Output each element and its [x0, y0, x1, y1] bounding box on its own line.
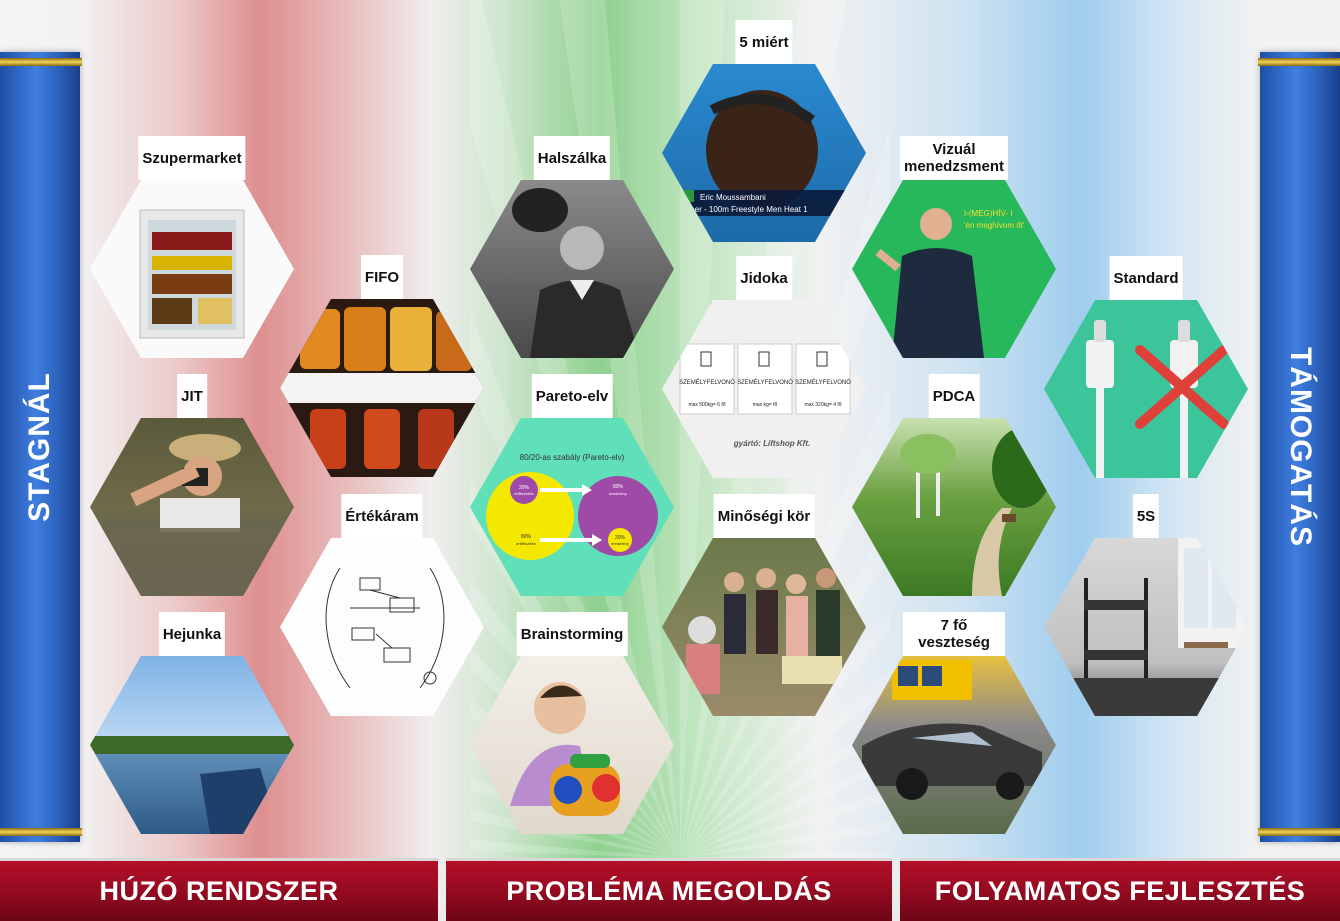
hejunka-image	[90, 656, 294, 834]
tile-5s[interactable]: 5S	[1044, 494, 1248, 724]
swim-name: Eric Moussambani	[700, 193, 766, 202]
tile-jidoka[interactable]: Jidoka SZEMÉLYFELVONÓ SZEMÉLYFELVONÓ SZE…	[662, 256, 866, 486]
jidoka-label-2: SZEMÉLYFELVONÓ	[737, 379, 793, 386]
pareto-b2: eredmény	[609, 491, 627, 496]
tile-label: Halszálka	[533, 136, 611, 180]
right-pillar-label: TÁMOGATÁS	[1284, 346, 1317, 548]
szupermarket-image	[90, 180, 294, 358]
jidoka-image: SZEMÉLYFELVONÓ SZEMÉLYFELVONÓ SZEMÉLYFEL…	[662, 300, 866, 478]
left-pillar: STAGNÁL	[0, 52, 82, 842]
jit-image	[90, 418, 294, 596]
tile-label: PDCA	[928, 374, 980, 418]
tile-vizualis-menedzsment[interactable]: Vizuál menedzsment I-(MEG)HÍV- I 'én meg…	[852, 136, 1056, 366]
jidoka-max-1: max 500kg= 6 fő	[688, 402, 725, 408]
tile-label: Brainstorming	[516, 612, 628, 656]
tile-minosegi-kor[interactable]: Minőségi kör	[662, 494, 866, 724]
pareto-b1: 80%	[613, 484, 624, 490]
tile-pareto[interactable]: Pareto-elv 80/20-as szabály (Pareto-elv)…	[470, 374, 674, 604]
vizual-line-1: I-(MEG)HÍV- I	[964, 209, 1012, 218]
tile-label: FIFO	[360, 255, 404, 299]
halszalka-image	[470, 180, 674, 358]
pareto-a1: 20%	[519, 485, 530, 491]
pareto-a2: erőfeszítés	[514, 491, 534, 496]
7-fo-veszteseg-image	[852, 656, 1056, 834]
jidoka-max-2: max kg= fő	[753, 402, 778, 408]
tile-5-miert[interactable]: 5 miért Eric Moussambani inner - 100m Fr…	[662, 20, 866, 250]
footer-huzo-rendszer: HÚZÓ RENDSZER	[0, 858, 438, 921]
tile-jit[interactable]: JIT	[90, 374, 294, 604]
footer-folyamatos-fejlesztes: FOLYAMATOS FEJLESZTÉS	[900, 858, 1340, 921]
pareto-d2: eredmény	[611, 541, 629, 546]
tile-brainstorming[interactable]: Brainstorming	[470, 612, 674, 842]
tile-szupermarket[interactable]: Szupermarket	[90, 136, 294, 366]
tile-label: Szupermarket	[138, 136, 246, 180]
brainstorming-image	[470, 656, 674, 834]
jidoka-label-3: SZEMÉLYFELVONÓ	[795, 379, 851, 386]
5s-image	[1044, 538, 1248, 716]
vizualis-image: I-(MEG)HÍV- I 'én meghívom őt'	[852, 180, 1056, 358]
pareto-c1: 80%	[521, 534, 532, 540]
left-pillar-label: STAGNÁL	[23, 372, 56, 522]
jidoka-max-3: max 320kg= 4 fő	[804, 402, 841, 408]
vizual-line-2: 'én meghívom őt'	[964, 221, 1025, 230]
pareto-d1: 20%	[615, 535, 626, 541]
swim-event: inner - 100m Freestyle Men Heat 1	[684, 205, 808, 214]
tile-label: Vizuál menedzsment	[899, 136, 1009, 180]
fifo-image	[280, 299, 484, 477]
tile-label: 5S	[1132, 494, 1160, 538]
jidoka-label-1: SZEMÉLYFELVONÓ	[679, 379, 735, 386]
tile-label: 7 fő veszteség	[903, 612, 1005, 656]
pareto-title: 80/20-as szabály (Pareto-elv)	[520, 453, 625, 462]
tile-label: 5 miért	[735, 20, 793, 64]
right-pillar: TÁMOGATÁS	[1258, 52, 1340, 842]
tile-7-fo-veszteseg[interactable]: 7 fő veszteség	[852, 612, 1056, 842]
tile-halszalka[interactable]: Halszálka	[470, 136, 674, 366]
tile-label: Értékáram	[341, 494, 423, 538]
ertekaram-image	[280, 538, 484, 716]
tile-fifo[interactable]: FIFO	[280, 255, 484, 485]
tile-ertekaram[interactable]: Értékáram	[280, 494, 484, 724]
pareto-image: 80/20-as szabály (Pareto-elv) 20% erőfes…	[470, 418, 674, 596]
pareto-c2: erőfeszítés	[516, 541, 536, 546]
jidoka-maker: gyártó: Liftshop Kft.	[733, 439, 810, 448]
tile-label: Jidoka	[736, 256, 792, 300]
tile-hejunka[interactable]: Hejunka	[90, 612, 294, 842]
standard-image	[1044, 300, 1248, 478]
footer-problema-megoldas: PROBLÉMA MEGOLDÁS	[446, 858, 892, 921]
5-miert-image: Eric Moussambani inner - 100m Freestyle …	[662, 64, 866, 242]
tile-label: Minőségi kör	[713, 494, 815, 538]
tile-label: Hejunka	[158, 612, 226, 656]
tile-label: JIT	[177, 374, 207, 418]
tile-standard[interactable]: Standard	[1044, 256, 1248, 486]
pdca-image	[852, 418, 1056, 596]
tile-pdca[interactable]: PDCA	[852, 374, 1056, 604]
tile-label: Standard	[1109, 256, 1183, 300]
minosegi-kor-image	[662, 538, 866, 716]
tile-label: Pareto-elv	[531, 374, 613, 418]
